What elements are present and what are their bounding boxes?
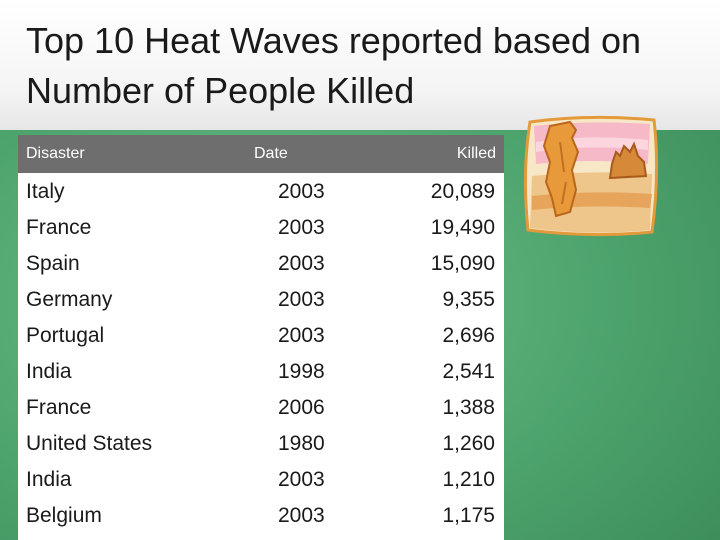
cell-killed: 1,260 — [442, 432, 495, 455]
header-killed: Killed — [456, 145, 496, 162]
cell-killed: 2,696 — [442, 324, 495, 347]
cell-date: 2003 — [278, 252, 325, 275]
cell-disaster: Germany — [26, 288, 113, 311]
cell-date: 2003 — [278, 180, 325, 203]
cell-disaster: India — [26, 360, 72, 383]
cell-date: 2003 — [278, 504, 325, 527]
table-row: India 1998 2,541 — [18, 355, 504, 391]
cell-date: 2003 — [278, 468, 325, 491]
table-body: Italy 2003 20,089 France 2003 19,490 Spa… — [18, 175, 504, 535]
cell-disaster: France — [26, 216, 92, 239]
cell-date: 1998 — [278, 360, 325, 383]
title-band — [0, 0, 720, 130]
table-row: Italy 2003 20,089 — [18, 175, 504, 211]
cell-killed: 20,089 — [430, 180, 495, 203]
cell-killed: 15,090 — [430, 252, 495, 275]
slide-title: Top 10 Heat Waves reported based on Numb… — [26, 20, 642, 111]
header-disaster: Disaster — [26, 145, 85, 162]
cell-date: 2006 — [278, 396, 325, 419]
table-row: Germany 2003 9,355 — [18, 283, 504, 319]
table-row: Belgium 2003 1,175 — [18, 499, 504, 535]
table-header: Disaster Date Killed — [18, 135, 504, 173]
cell-killed: 9,355 — [442, 288, 495, 311]
cell-disaster: France — [26, 396, 92, 419]
table-row: Spain 2003 15,090 — [18, 247, 504, 283]
table-row: India 2003 1,210 — [18, 463, 504, 499]
cell-date: 2003 — [278, 216, 325, 239]
table-row: France 2003 19,490 — [18, 211, 504, 247]
cell-disaster: Portugal — [26, 324, 105, 347]
cell-killed: 1,175 — [442, 504, 495, 527]
table-row: France 2006 1,388 — [18, 391, 504, 427]
cell-killed: 19,490 — [430, 216, 495, 239]
table-row: United States 1980 1,260 — [18, 427, 504, 463]
cell-disaster: Spain — [26, 252, 80, 275]
cell-date: 1980 — [278, 432, 325, 455]
desert-mesa-icon — [523, 115, 659, 237]
table-row: Portugal 2003 2,696 — [18, 319, 504, 355]
cell-date: 2003 — [278, 288, 325, 311]
cell-date: 2003 — [278, 324, 325, 347]
cell-disaster: India — [26, 468, 72, 491]
header-date: Date — [254, 145, 288, 162]
cell-disaster: Belgium — [26, 504, 102, 527]
cell-killed: 1,210 — [442, 468, 495, 491]
cell-killed: 1,388 — [442, 396, 495, 419]
heat-wave-table: Disaster Date Killed Italy 2003 20,089 F… — [18, 135, 504, 540]
cell-disaster: United States — [26, 432, 153, 455]
cell-disaster: Italy — [26, 180, 65, 203]
cell-killed: 2,541 — [442, 360, 495, 383]
